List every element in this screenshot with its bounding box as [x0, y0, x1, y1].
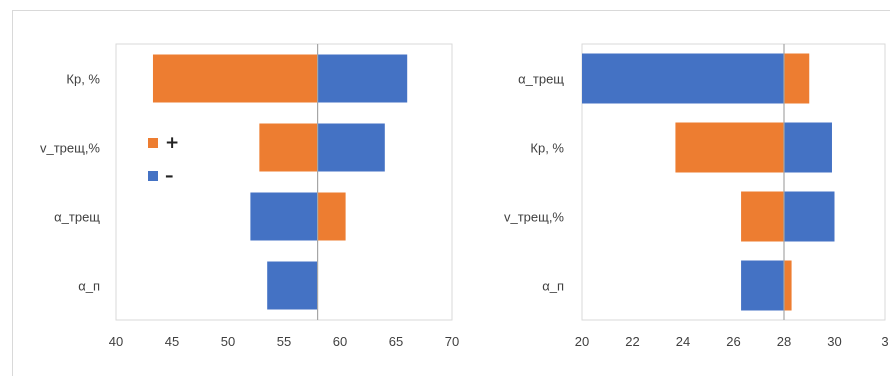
x-tick-label: 45: [165, 334, 179, 349]
category-label: α_трещ: [518, 72, 564, 87]
x-tick-label: 30: [827, 334, 841, 349]
x-tick-label: 22: [625, 334, 639, 349]
bar-2-1-plus: [784, 53, 810, 104]
bar-1-1-minus: [317, 54, 408, 103]
bar-1-2-minus: [317, 123, 385, 172]
bar-1-1-plus: [152, 54, 318, 103]
x-tick-label: 60: [333, 334, 347, 349]
category-label: α_п: [78, 279, 100, 294]
x-tick-label: 50: [221, 334, 235, 349]
bar-2-4-minus: [741, 260, 784, 311]
plot-area-2: [581, 43, 886, 321]
bar-1-3-minus: [250, 192, 318, 241]
category-label: α_п: [542, 279, 564, 294]
bar-1-2-plus: [259, 123, 318, 172]
x-tick-label: 65: [389, 334, 403, 349]
legend-label-2: –: [165, 166, 174, 186]
category-label: v_трещ,%: [40, 141, 100, 156]
x-tick-label: 26: [726, 334, 740, 349]
legend-swatch-2: [148, 171, 158, 181]
bar-2-2-minus: [784, 122, 832, 173]
chart-frame: [12, 10, 890, 376]
category-label: v_трещ,%: [504, 210, 564, 225]
bar-2-2-plus: [675, 122, 784, 173]
category-label: Кр, %: [530, 141, 564, 156]
bar-1-4-minus: [267, 261, 318, 310]
legend-label-1: +: [165, 133, 179, 153]
category-label: Кр, %: [66, 72, 100, 87]
bar-1-3-plus: [317, 192, 346, 241]
x-tick-label: 20: [575, 334, 589, 349]
bar-2-3-minus: [784, 191, 835, 242]
category-label: α_трещ: [54, 210, 100, 225]
x-tick-label: 70: [445, 334, 459, 349]
plot-area-1: [115, 43, 453, 321]
x-tick-label: 3: [881, 334, 888, 349]
x-tick-label: 24: [676, 334, 690, 349]
x-tick-label: 28: [777, 334, 791, 349]
bar-2-4-plus: [784, 260, 792, 311]
bar-2-1-minus: [582, 53, 784, 104]
x-tick-label: 40: [109, 334, 123, 349]
bar-2-3-plus: [741, 191, 784, 242]
legend-swatch-1: [148, 138, 158, 148]
x-tick-label: 55: [277, 334, 291, 349]
